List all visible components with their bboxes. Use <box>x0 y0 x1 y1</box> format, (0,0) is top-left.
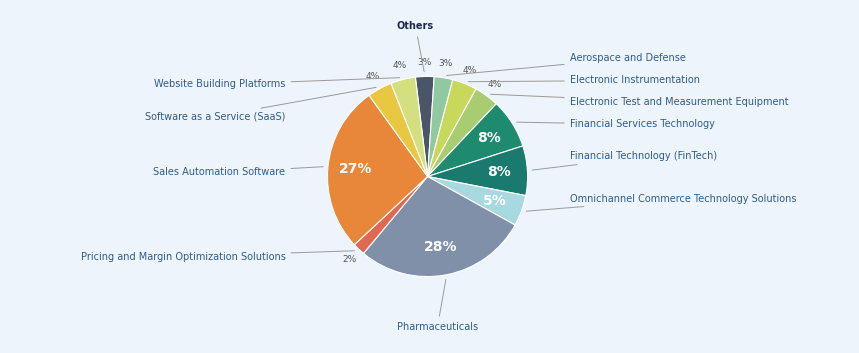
Text: Pharmaceuticals: Pharmaceuticals <box>397 280 478 331</box>
Text: 4%: 4% <box>366 72 380 81</box>
Text: Pricing and Margin Optimization Solutions: Pricing and Margin Optimization Solution… <box>81 251 355 262</box>
Text: 28%: 28% <box>424 240 458 254</box>
Wedge shape <box>428 104 523 176</box>
Wedge shape <box>428 80 476 176</box>
Text: Electronic Test and Measurement Equipment: Electronic Test and Measurement Equipmen… <box>490 94 789 107</box>
Text: Website Building Platforms: Website Building Platforms <box>154 78 399 89</box>
Text: 4%: 4% <box>488 80 502 89</box>
Text: 4%: 4% <box>463 66 477 75</box>
Text: Financial Services Technology: Financial Services Technology <box>516 119 715 130</box>
Wedge shape <box>428 146 527 196</box>
Text: Software as a Service (SaaS): Software as a Service (SaaS) <box>145 88 376 121</box>
Wedge shape <box>363 176 515 276</box>
Wedge shape <box>327 95 428 245</box>
Text: Omnichannel Commerce Technology Solutions: Omnichannel Commerce Technology Solution… <box>527 193 796 211</box>
Text: 8%: 8% <box>477 131 501 145</box>
Wedge shape <box>355 176 428 253</box>
Text: Aerospace and Defense: Aerospace and Defense <box>447 53 685 76</box>
Text: 3%: 3% <box>439 59 453 68</box>
Wedge shape <box>428 77 453 176</box>
Wedge shape <box>428 176 526 225</box>
Text: Sales Automation Software: Sales Automation Software <box>154 167 323 178</box>
Text: Others: Others <box>397 22 434 72</box>
Text: Financial Technology (FinTech): Financial Technology (FinTech) <box>533 151 716 170</box>
Wedge shape <box>369 83 428 176</box>
Wedge shape <box>416 77 434 176</box>
Wedge shape <box>391 77 428 176</box>
Wedge shape <box>428 89 497 176</box>
Text: 5%: 5% <box>484 194 507 208</box>
Text: 8%: 8% <box>488 165 511 179</box>
Text: 3%: 3% <box>417 58 431 67</box>
Text: Electronic Instrumentation: Electronic Instrumentation <box>468 76 699 85</box>
Text: 2%: 2% <box>342 255 356 264</box>
Text: 4%: 4% <box>393 61 406 70</box>
Text: 27%: 27% <box>339 162 373 176</box>
